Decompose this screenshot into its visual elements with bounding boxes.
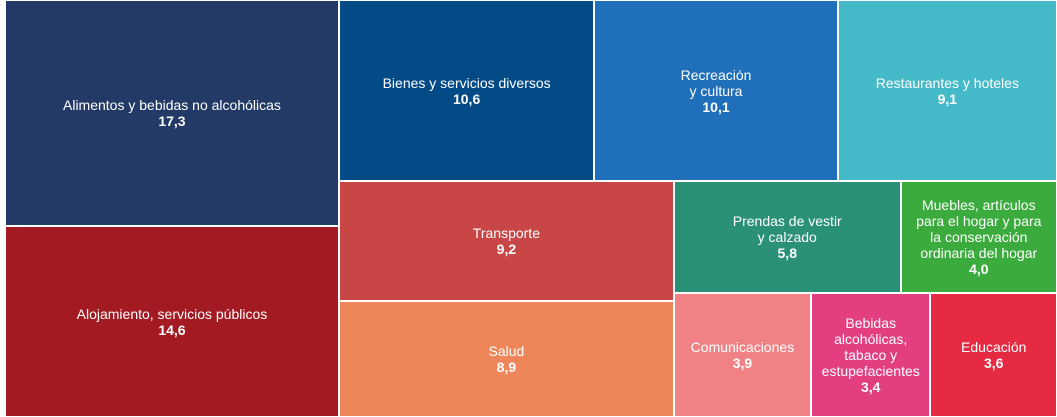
treemap-cell: Transporte 9,2 bbox=[339, 182, 673, 301]
cell-label: Alimentos y bebidas no alcohólicas bbox=[63, 97, 281, 114]
treemap-cell: Bienes y servicios diversos 10,6 bbox=[339, 1, 594, 181]
cell-label: Bebidas alcohólicas, tabaco y estupefaci… bbox=[821, 314, 920, 379]
cell-label: Recreación y cultura bbox=[680, 66, 752, 99]
cell-value: 9,2 bbox=[496, 241, 517, 258]
treemap-cell: Bebidas alcohólicas, tabaco y estupefaci… bbox=[811, 293, 930, 416]
treemap-cell: Muebles, artículos para el hogar y para … bbox=[901, 182, 1056, 292]
cell-value: 10,6 bbox=[452, 90, 481, 107]
treemap-cell: Comunicaciones 3,9 bbox=[674, 293, 810, 416]
treemap-cell: Educación 3,6 bbox=[931, 293, 1056, 416]
treemap-cell: Prendas de vestir y calzado 5,8 bbox=[674, 182, 900, 292]
treemap-cell: Recreación y cultura 10,1 bbox=[595, 1, 837, 181]
cell-label: Salud bbox=[488, 343, 525, 359]
cell-label: Educación bbox=[961, 338, 1027, 355]
cell-label: Muebles, artículos para el hogar y para … bbox=[916, 196, 1042, 261]
cell-label: Comunicaciones bbox=[690, 338, 795, 355]
cell-label: Prendas de vestir y calzado bbox=[732, 212, 842, 245]
cell-value: 9,1 bbox=[937, 90, 958, 107]
treemap-cell: Restaurantes y hoteles 9,1 bbox=[838, 1, 1056, 181]
cell-value: 5,8 bbox=[777, 244, 797, 261]
treemap-cell: Alojamiento, servicios públicos 14,6 bbox=[6, 227, 338, 416]
cell-value: 4,0 bbox=[969, 260, 989, 277]
cell-value: 8,9 bbox=[496, 359, 517, 375]
treemap-cell: Salud 8,9 bbox=[339, 302, 673, 416]
cell-value: 14,6 bbox=[158, 321, 186, 338]
cell-label: Alojamiento, servicios públicos bbox=[76, 305, 268, 322]
cell-value: 17,3 bbox=[158, 113, 186, 130]
cell-value: 3,6 bbox=[983, 354, 1004, 371]
cell-label: Bienes y servicios diversos bbox=[382, 74, 551, 91]
cell-label: Transporte bbox=[472, 225, 540, 242]
cell-label: Restaurantes y hoteles bbox=[875, 74, 1019, 91]
treemap-cell: Alimentos y bebidas no alcohólicas 17,3 bbox=[6, 1, 338, 226]
cell-value: 3,4 bbox=[860, 378, 881, 395]
cell-value: 10,1 bbox=[702, 98, 730, 115]
cell-value: 3,9 bbox=[732, 354, 753, 371]
